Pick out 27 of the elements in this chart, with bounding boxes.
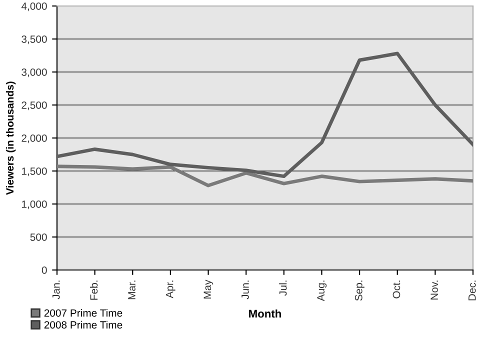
y-tick-label: 4,000 [21, 2, 47, 12]
y-tick-label: 2,500 [22, 102, 47, 110]
y-tick-label: 2,000 [22, 134, 47, 144]
x-tick-label: Oct. [392, 280, 400, 298]
x-tick-label: Jan. [52, 280, 60, 300]
x-tick-label: Jun. [242, 280, 249, 300]
x-tick-label: Jul. [279, 280, 287, 296]
x-tick-label: Sep. [354, 280, 364, 301]
y-tick-label: 3,500 [22, 36, 47, 44]
x-tick-label: Apr. [166, 280, 176, 298]
x-tick-label: Feb. [90, 280, 98, 300]
y-tick-label: 3,000 [22, 68, 47, 78]
x-tick-label: May [204, 280, 214, 299]
y-tick-label: 0 [42, 266, 47, 274]
x-tick-label: Nov. [430, 280, 438, 300]
x-axis-title: Month [249, 309, 281, 318]
y-tick-label: 1,000 [22, 200, 47, 210]
y-axis-title: Viewers (in thousands) [6, 82, 16, 195]
line-series [57, 164, 473, 188]
y-tick-label: 1,500 [22, 168, 47, 176]
x-tick-label: Aug. [317, 280, 327, 302]
legend-label: 2007 Prime Time [44, 309, 122, 317]
x-tick-label: Mar. [128, 280, 136, 300]
legend-label: 2008 Prime Time [44, 320, 122, 329]
y-tick-label: 500 [30, 234, 47, 241]
line-series [57, 52, 473, 178]
x-tick-label: Dec. [468, 280, 476, 300]
